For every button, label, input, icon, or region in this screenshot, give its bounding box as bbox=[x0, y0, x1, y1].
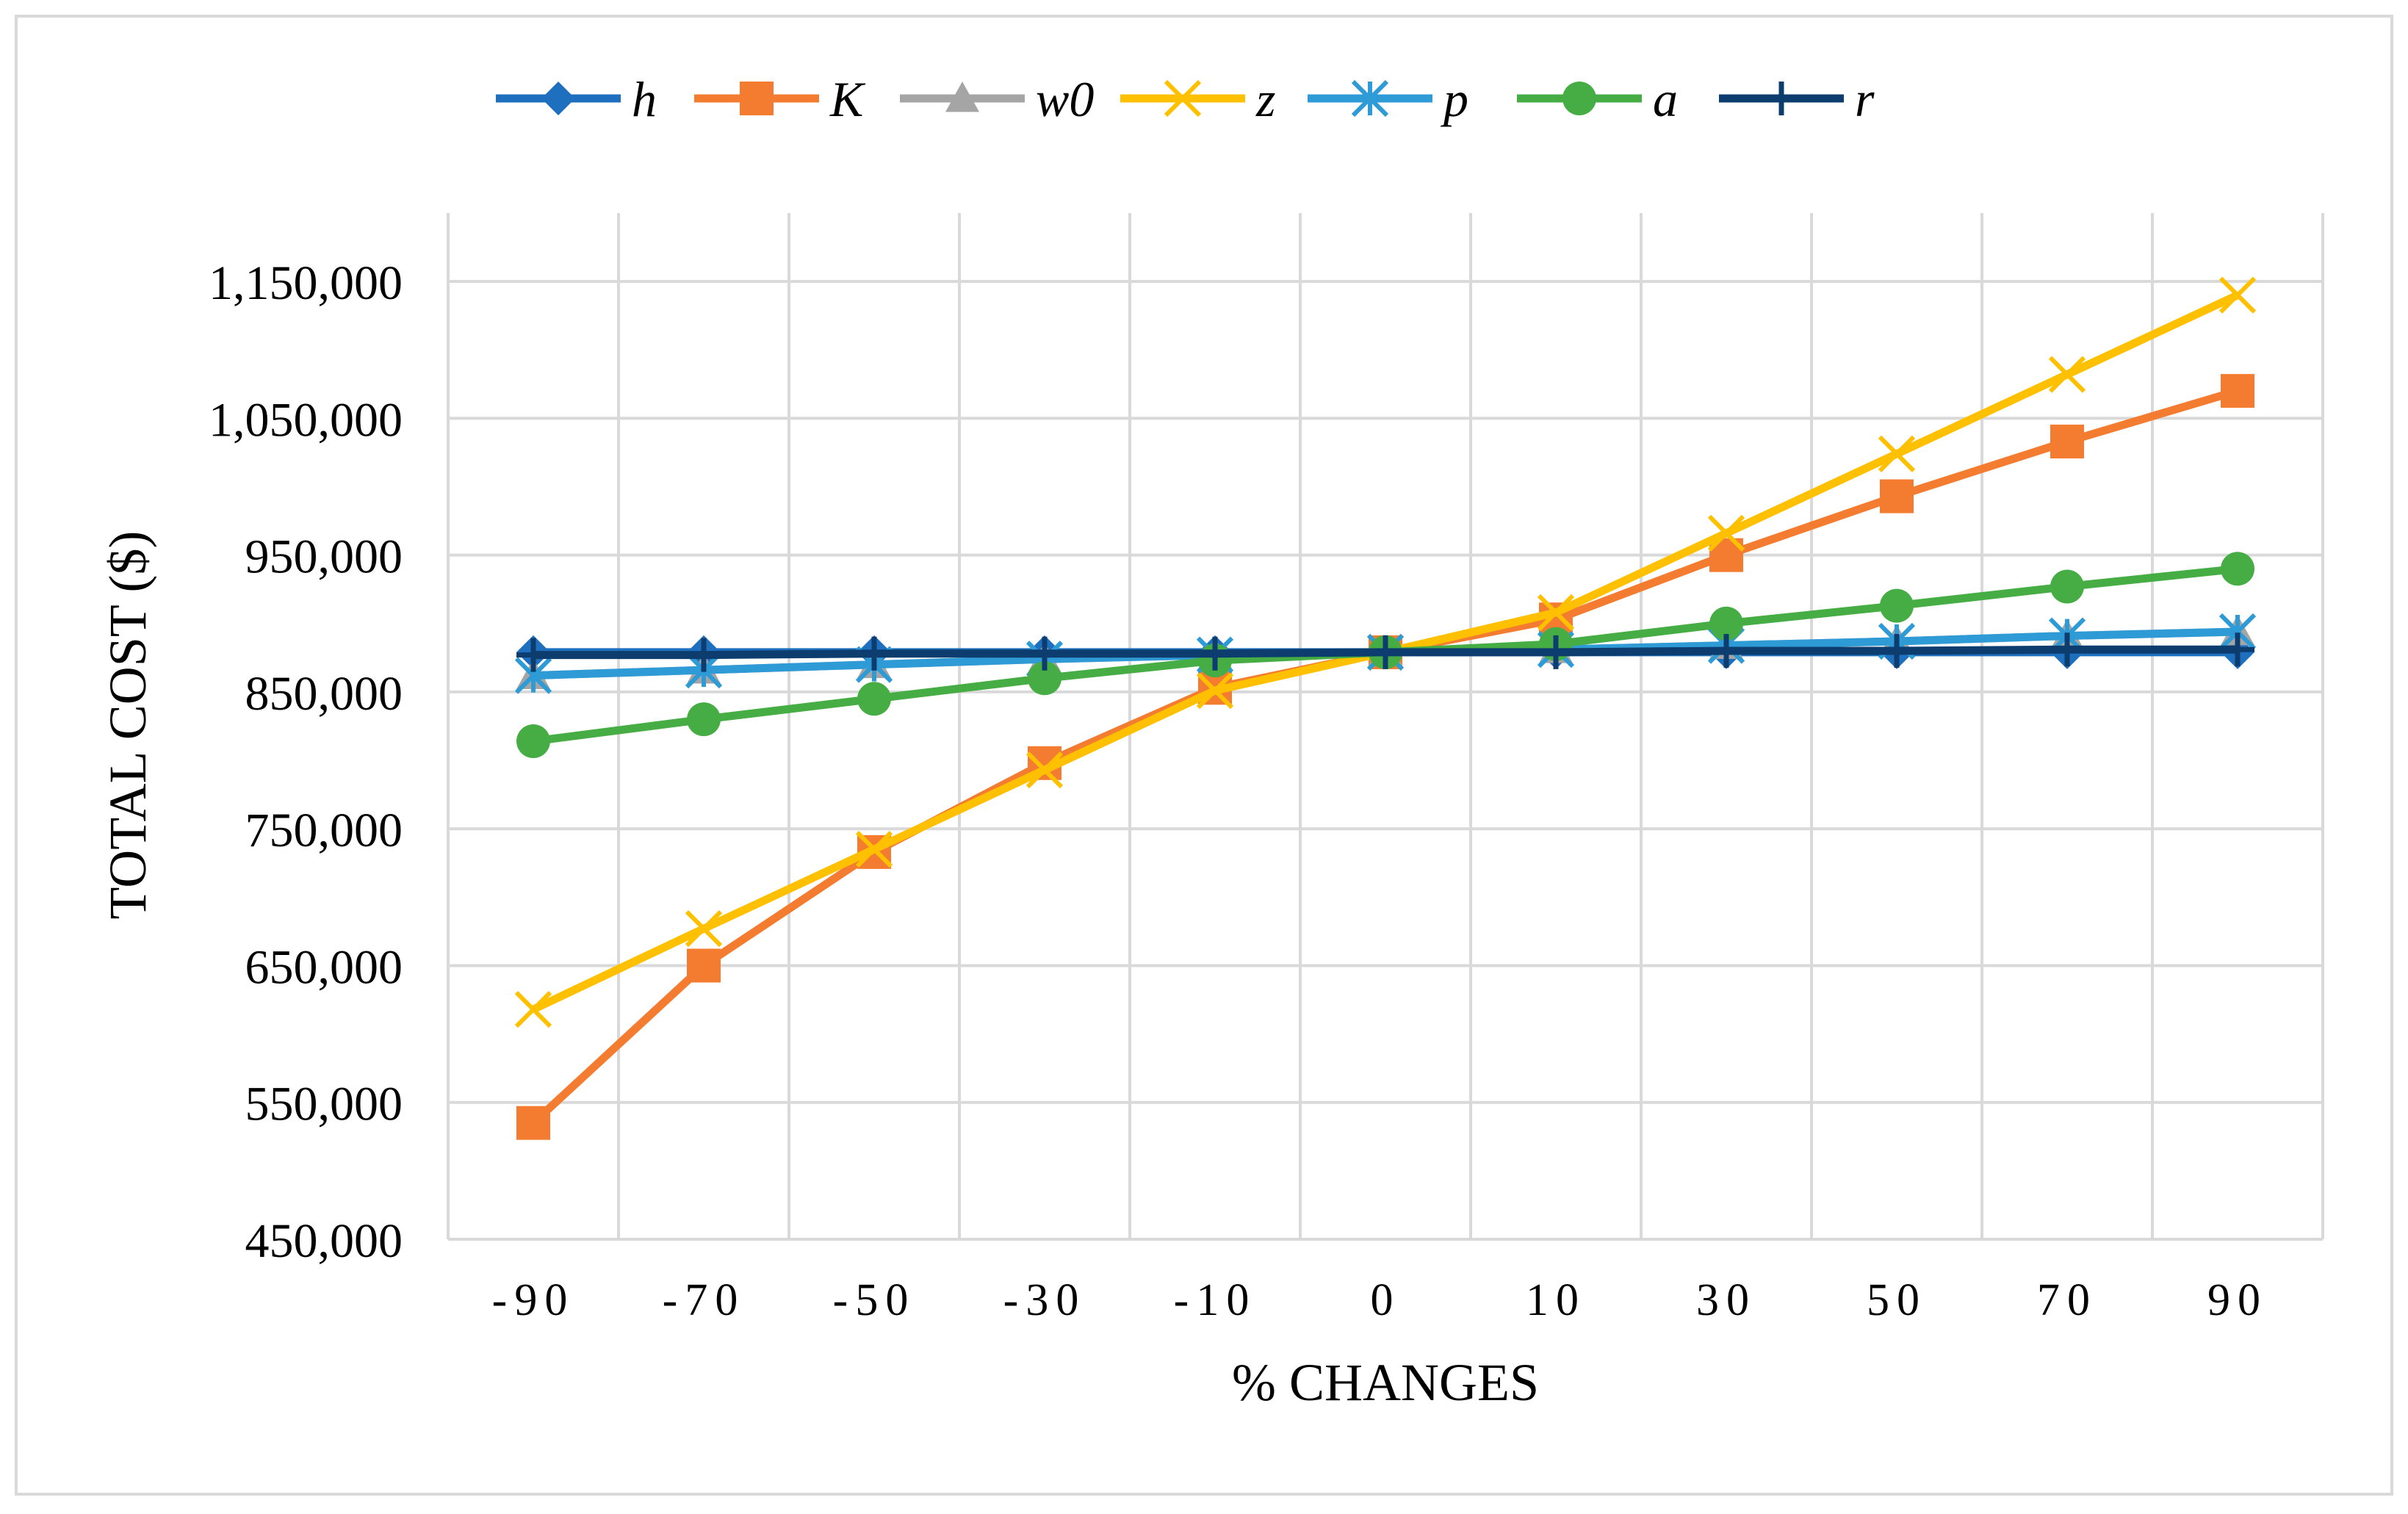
data-point-marker bbox=[2050, 569, 2084, 604]
legend-label: a bbox=[1653, 71, 1678, 127]
data-point-marker bbox=[1198, 636, 1232, 671]
data-point-marker bbox=[1562, 82, 1596, 115]
data-point-marker bbox=[685, 910, 723, 948]
data-point-marker bbox=[855, 831, 893, 868]
data-point-marker bbox=[687, 948, 721, 983]
x-tick-label: 30 bbox=[1696, 1275, 1756, 1325]
y-tick-label: 1,150,000 bbox=[209, 256, 403, 310]
data-point-marker bbox=[2218, 276, 2257, 314]
series-lines bbox=[514, 276, 2257, 1140]
data-point-marker bbox=[2221, 374, 2254, 408]
legend-item-K: K bbox=[694, 71, 866, 127]
data-point-marker bbox=[687, 702, 721, 737]
data-point-marker bbox=[1028, 636, 1061, 671]
data-point-marker bbox=[2050, 632, 2084, 667]
x-tick-label: -30 bbox=[1003, 1275, 1086, 1325]
legend-label: h bbox=[632, 71, 657, 127]
legend-item-r: r bbox=[1719, 71, 1875, 127]
x-tick-label: -10 bbox=[1174, 1275, 1257, 1325]
legend-label: z bbox=[1255, 71, 1275, 127]
data-point-marker bbox=[514, 990, 552, 1028]
data-point-marker bbox=[1880, 479, 1914, 513]
legend-label: w0 bbox=[1036, 71, 1094, 127]
legend-item-z: z bbox=[1120, 71, 1275, 127]
data-point-marker bbox=[1707, 514, 1745, 552]
x-tick-label: 50 bbox=[1867, 1275, 1927, 1325]
x-tick-label: 90 bbox=[2207, 1275, 2268, 1325]
data-point-marker bbox=[1880, 588, 1914, 623]
y-tick-label: 1,050,000 bbox=[209, 393, 403, 447]
x-tick-label: 10 bbox=[1526, 1275, 1586, 1325]
data-point-marker bbox=[516, 1106, 550, 1140]
data-point-marker bbox=[857, 682, 891, 716]
chart-frame bbox=[15, 15, 2393, 1496]
data-point-marker bbox=[2050, 425, 2084, 459]
y-tick-label: 550,000 bbox=[245, 1078, 403, 1131]
data-point-marker bbox=[516, 724, 550, 758]
data-point-marker bbox=[1196, 671, 1234, 710]
legend-label: p bbox=[1441, 71, 1468, 127]
data-point-marker bbox=[1764, 82, 1798, 115]
data-point-marker bbox=[857, 636, 891, 671]
legend-label: r bbox=[1855, 71, 1875, 127]
legend-item-a: a bbox=[1517, 71, 1678, 127]
y-axis-title: TOTAL COST ($) bbox=[98, 531, 157, 920]
data-point-marker bbox=[1880, 634, 1914, 668]
data-point-marker bbox=[516, 638, 550, 672]
data-point-marker bbox=[2221, 632, 2254, 667]
data-point-marker bbox=[945, 82, 979, 112]
data-point-marker bbox=[1369, 635, 1402, 669]
data-point-marker bbox=[1878, 435, 1916, 472]
data-point-marker bbox=[1537, 594, 1575, 632]
x-tick-label: -90 bbox=[492, 1275, 575, 1325]
data-point-marker bbox=[687, 638, 721, 672]
y-tick-label: 950,000 bbox=[245, 530, 403, 584]
data-point-marker bbox=[541, 82, 575, 115]
gridlines bbox=[448, 213, 2323, 1241]
y-tick-label: 650,000 bbox=[245, 940, 403, 994]
axes: 450,000 550,000 650,000 750,000 850,000 950,0… bbox=[209, 213, 2324, 1325]
x-tick-label: 0 bbox=[1371, 1275, 1401, 1325]
legend-item-h: h bbox=[496, 71, 657, 127]
x-tick-label: -70 bbox=[663, 1275, 746, 1325]
x-tick-label: -50 bbox=[833, 1275, 916, 1325]
data-point-marker bbox=[1025, 751, 1064, 789]
data-point-marker bbox=[1709, 606, 1743, 641]
data-point-marker bbox=[1351, 79, 1389, 118]
legend-item-p: p bbox=[1308, 71, 1468, 127]
legend-item-w0: w0 bbox=[900, 71, 1094, 127]
data-point-marker bbox=[1709, 634, 1743, 668]
y-tick-label: 750,000 bbox=[245, 804, 403, 857]
x-tick-label: 70 bbox=[2037, 1275, 2097, 1325]
data-point-marker bbox=[1028, 661, 1061, 696]
data-point-marker bbox=[2048, 356, 2086, 393]
data-point-marker bbox=[740, 82, 774, 115]
x-axis-title: % CHANGES bbox=[1232, 1353, 1539, 1412]
legend-label: K bbox=[829, 71, 866, 127]
data-point-marker bbox=[1164, 79, 1202, 118]
y-tick-label: 850,000 bbox=[245, 667, 403, 721]
y-tick-label: 450,000 bbox=[245, 1214, 403, 1268]
data-point-marker bbox=[1539, 635, 1573, 669]
series-r bbox=[516, 632, 2254, 672]
data-point-marker bbox=[2221, 552, 2254, 586]
